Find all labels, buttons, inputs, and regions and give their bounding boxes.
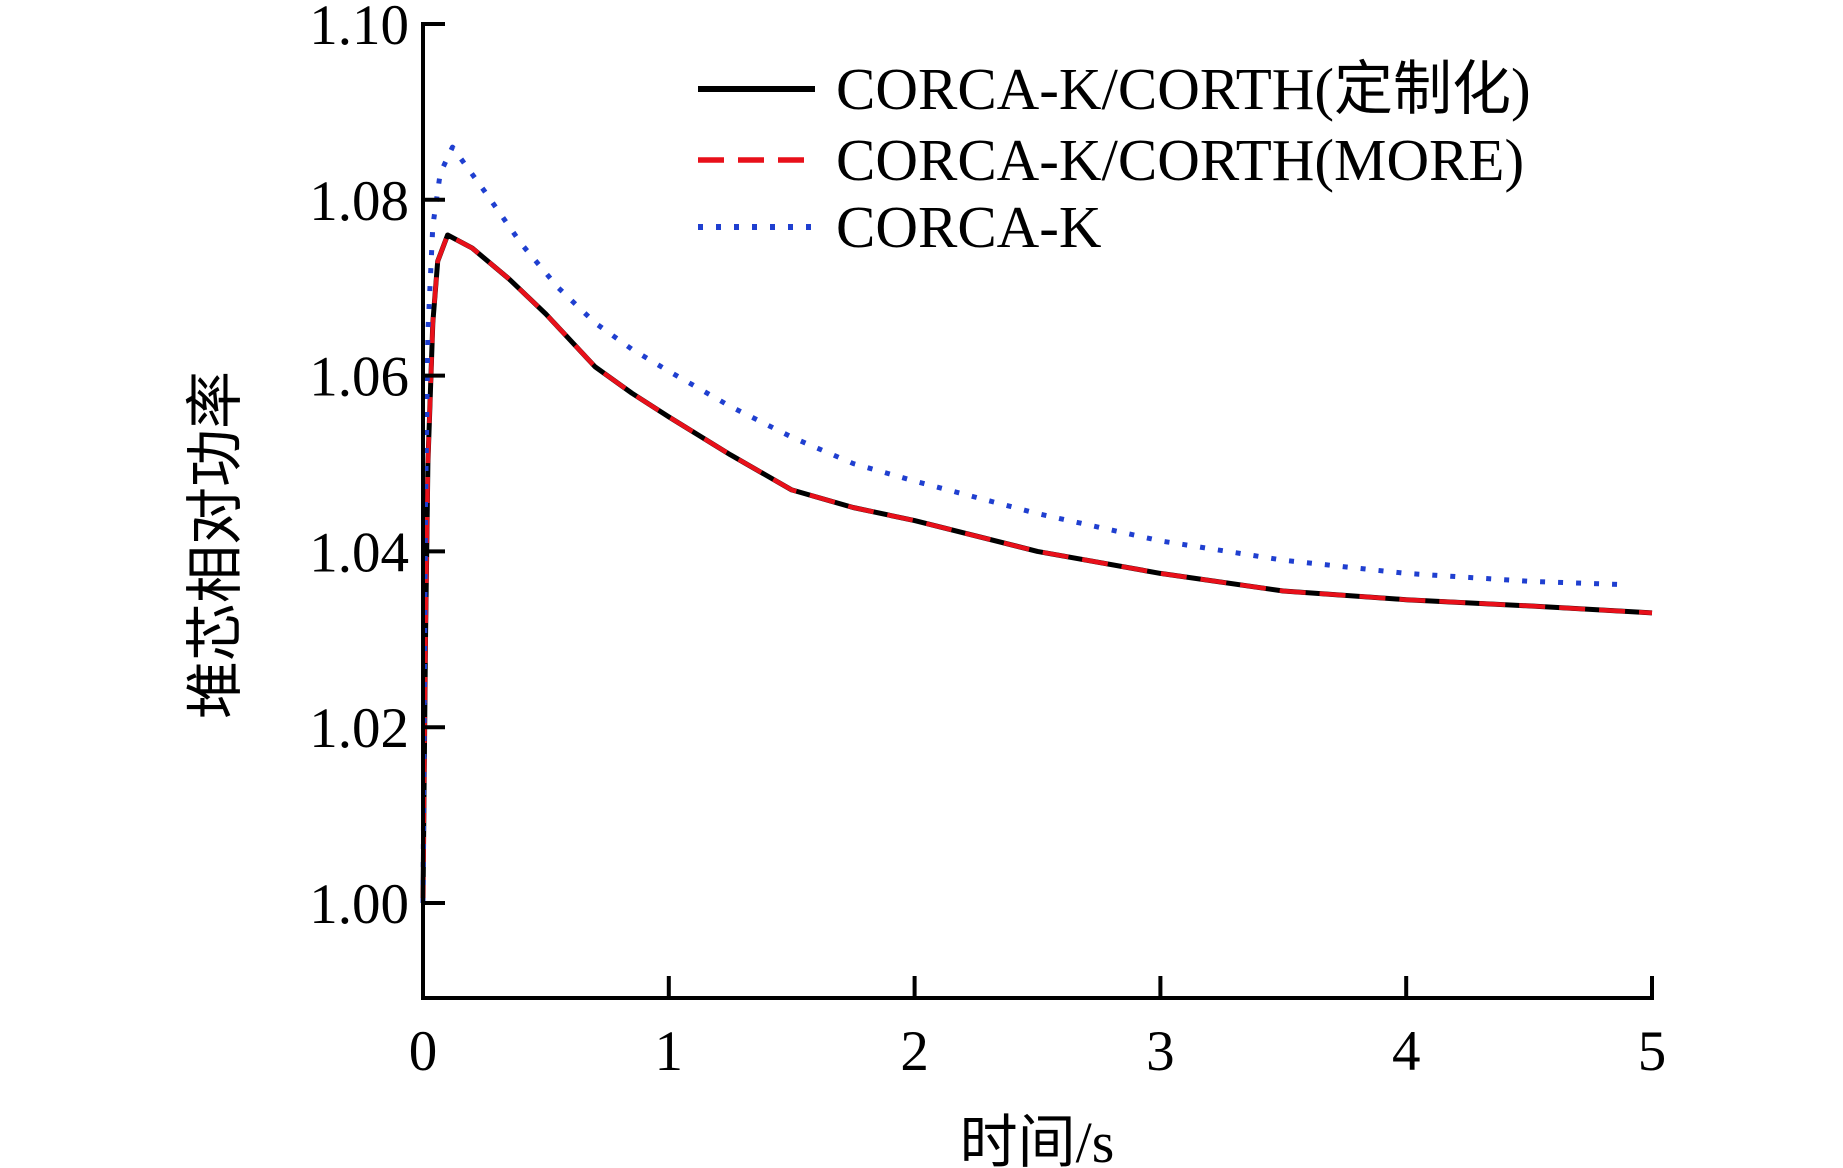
x-tick-label: 2: [900, 1020, 929, 1083]
x-tick-label: 5: [1638, 1020, 1667, 1083]
series-line-2: [420, 144, 1628, 904]
x-axis-label: 时间/s: [960, 1110, 1115, 1168]
y-axis-label: 堆芯相对功率: [183, 371, 248, 719]
x-tick-label: 0: [409, 1020, 438, 1083]
legend-label-1: CORCA-K/CORTH(MORE): [836, 127, 1524, 193]
y-tick-label: 1.10: [309, 0, 409, 57]
y-tick-label: 1.00: [309, 873, 409, 936]
x-tick-label: 1: [655, 1020, 684, 1083]
x-tick-label: 3: [1146, 1020, 1175, 1083]
plot-lines: [420, 144, 1653, 904]
legend-label-0: CORCA-K/CORTH(定制化): [836, 56, 1531, 122]
y-tick-label: 1.02: [309, 697, 409, 760]
axes: 1.00 1.02 1.04 1.06 1.08 1.10 0 1 2 3 4 5: [309, 0, 1666, 1083]
series-line-0: [420, 232, 1653, 904]
y-tick-label: 1.06: [309, 346, 409, 409]
y-tick-label: 1.04: [309, 521, 409, 584]
series-line-1: [420, 232, 1653, 904]
x-tick-label: 4: [1392, 1020, 1421, 1083]
legend: CORCA-K/CORTH(定制化)CORCA-K/CORTH(MORE)COR…: [698, 56, 1531, 260]
legend-label-2: CORCA-K: [836, 194, 1102, 260]
y-tick-label: 1.08: [309, 170, 409, 233]
